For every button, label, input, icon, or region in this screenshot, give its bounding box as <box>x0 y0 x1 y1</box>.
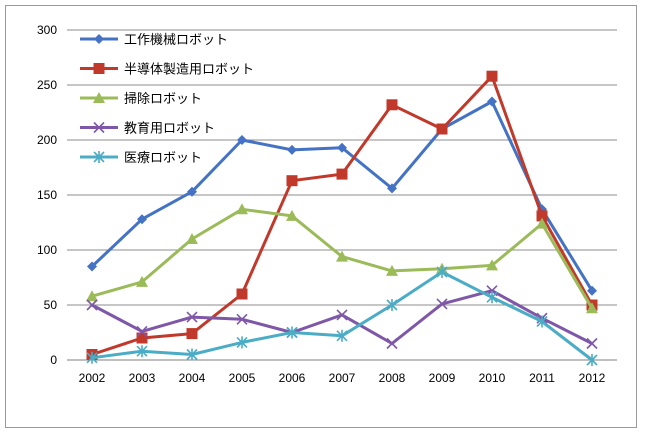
legend-label: 半導体製造用ロボット <box>124 63 254 78</box>
x-tick-label: 2012 <box>579 371 606 385</box>
legend-label: 教育用ロボット <box>124 121 215 137</box>
data-point <box>337 142 347 153</box>
data-point <box>336 250 348 262</box>
data-point <box>336 168 348 180</box>
data-point <box>236 313 248 325</box>
data-point <box>286 326 298 339</box>
y-tick-label: 0 <box>50 353 57 367</box>
data-point <box>586 337 598 350</box>
legend-item: 半導体製造用ロボット <box>80 63 254 78</box>
y-tick-label: 50 <box>44 298 58 312</box>
x-tick-label: 2011 <box>529 371 555 385</box>
x-tick-label: 2008 <box>379 371 406 385</box>
y-tick-label: 250 <box>37 78 57 92</box>
data-point <box>236 336 248 349</box>
x-axis-ticks: 2002 2003 2004 2005 2006 2007 2008 2009 2010 2011… <box>79 371 606 385</box>
data-point <box>387 183 397 194</box>
data-point <box>93 151 105 163</box>
legend-label: 掃除ロボット <box>124 91 202 107</box>
data-point <box>136 332 148 344</box>
data-point <box>536 210 548 222</box>
data-point <box>93 121 105 134</box>
series-line <box>91 74 594 356</box>
legend-label: 工作機械ロボット <box>124 33 228 48</box>
data-point <box>236 203 248 215</box>
data-point <box>386 299 398 311</box>
x-tick-label: 2004 <box>179 371 206 385</box>
legend-item: 教育用ロボット <box>80 121 215 137</box>
data-point <box>286 175 298 187</box>
data-point <box>93 63 105 74</box>
data-point <box>336 309 348 321</box>
data-point <box>186 233 198 244</box>
data-point <box>136 345 148 358</box>
data-point <box>136 275 148 287</box>
legend-item: 掃除ロボット <box>80 91 202 107</box>
y-axis-ticks: 0 50 100 150 200 250 300 <box>37 23 57 367</box>
data-point <box>436 123 448 135</box>
data-point <box>436 298 448 310</box>
data-point <box>586 302 598 314</box>
data-point <box>487 96 497 107</box>
series-2 <box>86 70 598 360</box>
data-point <box>137 214 147 225</box>
legend-item: 工作機械ロボット <box>80 33 228 48</box>
data-point <box>336 329 348 342</box>
data-point <box>86 290 98 302</box>
data-point <box>236 288 248 300</box>
x-tick-label: 2006 <box>279 371 306 385</box>
y-tick-label: 100 <box>37 243 57 257</box>
data-point <box>187 186 197 197</box>
data-point <box>386 337 398 350</box>
data-point <box>186 311 198 323</box>
data-point <box>136 325 148 337</box>
data-point <box>186 348 198 361</box>
x-tick-label: 2003 <box>129 371 156 385</box>
data-point <box>94 34 104 44</box>
data-point <box>86 299 98 311</box>
data-point <box>87 261 97 272</box>
data-point <box>536 217 548 229</box>
data-point <box>286 209 298 221</box>
data-point <box>587 285 597 296</box>
series-3 <box>86 203 598 314</box>
gridlines <box>67 29 617 361</box>
data-point <box>436 266 448 278</box>
data-point <box>486 70 498 82</box>
x-tick-label: 2009 <box>429 371 456 385</box>
data-point <box>486 259 498 271</box>
y-tick-label: 200 <box>37 133 57 147</box>
data-point <box>237 135 247 145</box>
series-lines <box>86 70 598 366</box>
series-5 <box>86 266 598 366</box>
data-point <box>386 99 398 111</box>
chart-frame <box>5 5 637 428</box>
y-tick-label: 150 <box>37 188 57 202</box>
data-point <box>486 291 498 304</box>
data-point <box>386 264 398 276</box>
data-point <box>93 92 105 103</box>
x-tick-label: 2010 <box>479 371 506 385</box>
data-point <box>536 315 548 328</box>
data-point <box>586 354 598 366</box>
y-tick-label: 300 <box>37 23 57 37</box>
data-point <box>186 328 198 340</box>
data-point <box>287 144 297 155</box>
x-tick-label: 2007 <box>329 371 356 385</box>
x-tick-label: 2005 <box>229 371 256 385</box>
data-point <box>86 351 98 364</box>
legend-item: 医療ロボット <box>80 151 202 166</box>
x-tick-label: 2002 <box>79 371 106 385</box>
legend-label: 医療ロボット <box>124 151 202 166</box>
